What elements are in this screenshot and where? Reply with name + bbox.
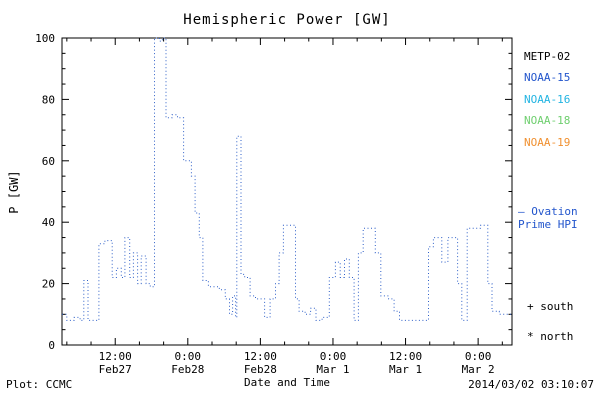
x-axis-label: Date and Time [243,376,331,389]
x-tick-date-label: Feb27 [99,363,132,376]
ovation-line1: – Ovation [518,205,578,218]
x-tick-date-label: Mar 2 [462,363,495,376]
x-tick-time-label: 0:00 [320,350,347,363]
x-tick-date-label: Feb28 [244,363,277,376]
y-tick-label: 80 [42,93,55,106]
legend-satellite-noaa-18: NOAA-18 [524,114,571,128]
x-tick-time-label: 12:00 [244,350,277,363]
legend-south-label: + south [527,300,574,313]
x-tick-time-label: 0:00 [175,350,202,363]
legend-north-label: * north [527,330,574,343]
x-tick-date-label: Mar 1 [389,363,422,376]
legend-satellite-noaa-19: NOAA-19 [524,135,571,149]
y-tick-label: 100 [35,32,55,45]
plot-source-label: Plot: CCMC [6,378,73,391]
x-tick-time-label: 12:00 [99,350,132,363]
legend-satellite-metp-02: METP-02 [524,50,571,63]
ovation-line2: Prime HPI [518,218,578,231]
legend-satellite-noaa-15: NOAA-15 [524,71,571,85]
x-tick-time-label: 0:00 [465,350,492,363]
legend-satellite-noaa-16: NOAA-16 [524,92,571,106]
plot-frame [61,37,513,346]
y-tick-label: 40 [42,216,55,229]
legend-ovation-label: – Ovation Prime HPI [518,205,578,231]
plot-timestamp: 2014/03/02 03:10:07 [468,378,594,391]
x-tick-time-label: 12:00 [389,350,422,363]
hpi-data-line [62,37,512,321]
y-tick-label: 0 [48,339,55,352]
x-tick-date-label: Mar 1 [316,363,349,376]
y-tick-label: 60 [42,155,55,168]
x-tick-date-label: Feb28 [171,363,204,376]
satellite-legend: METP-02 NOAA-15 NOAA-16 NOAA-18 NOAA-19 [524,46,570,153]
chart-title: Hemispheric Power [GW] [183,12,391,28]
y-tick-label: 20 [42,278,55,291]
